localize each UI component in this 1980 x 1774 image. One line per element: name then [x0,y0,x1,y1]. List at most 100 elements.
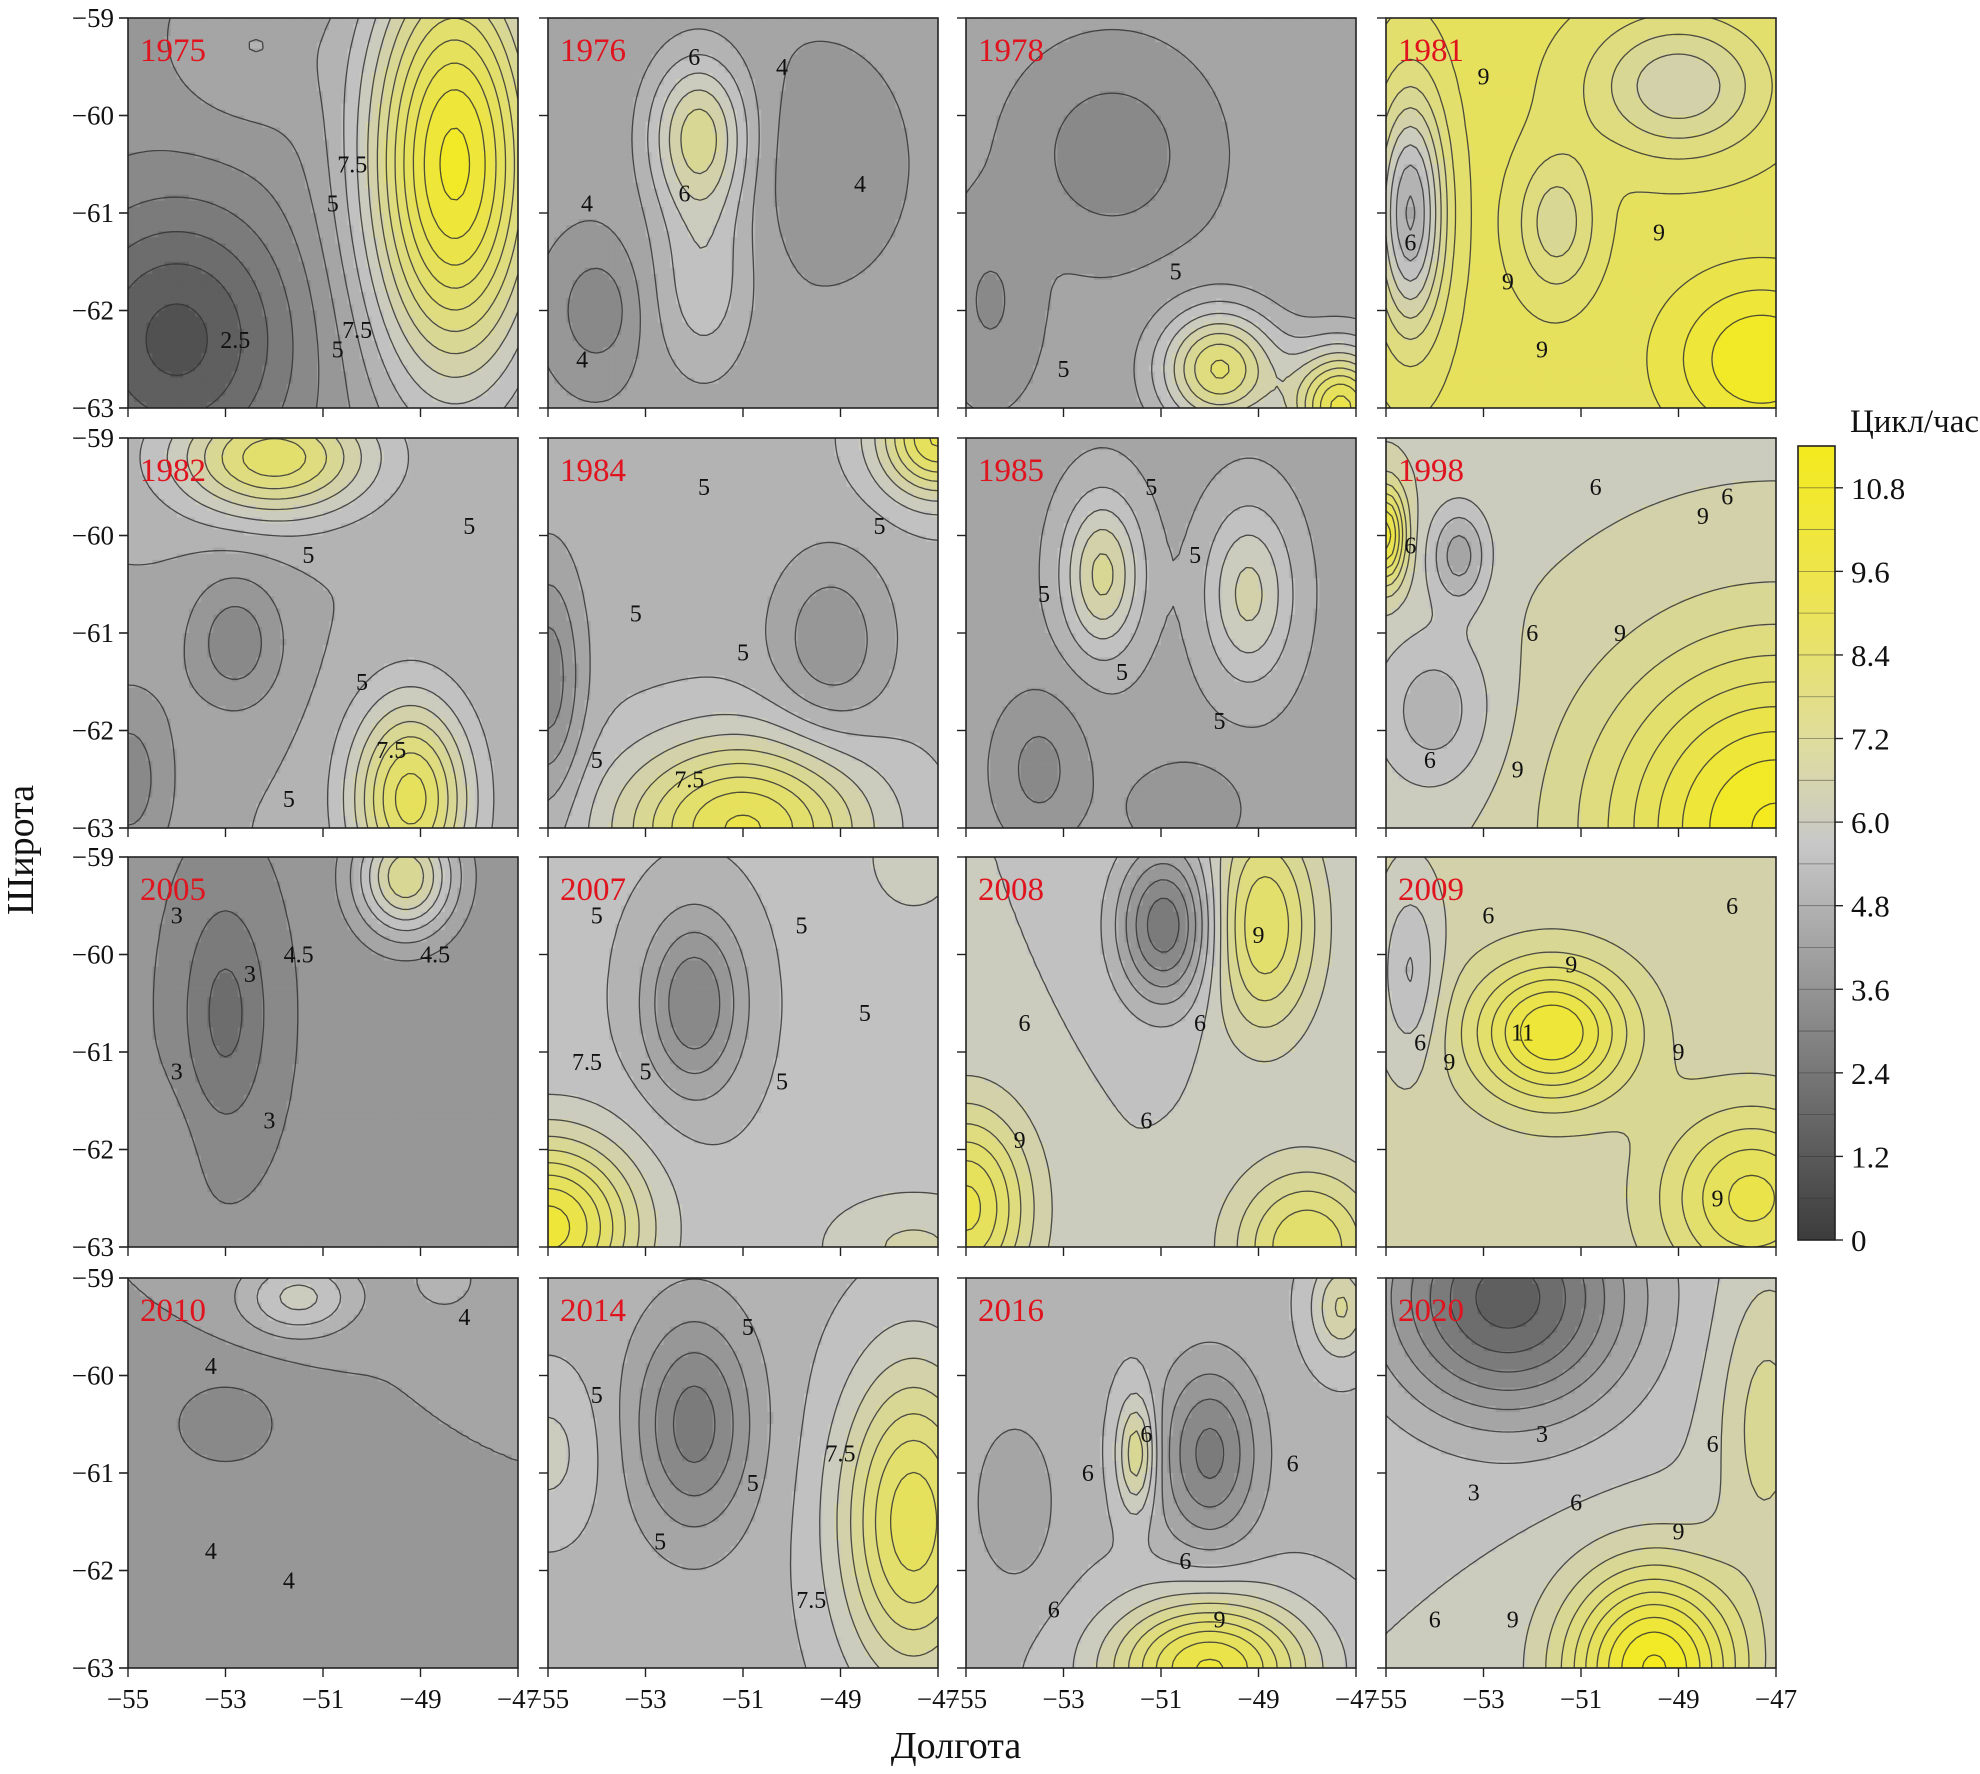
y-tick-label: −61 [72,1458,114,1488]
contour-label: 4 [581,191,593,217]
contour-label: 3 [244,962,256,988]
contour-label: 7.5 [796,1588,826,1614]
contour-label: 5 [796,913,808,939]
year-label: 2016 [978,1293,1044,1329]
year-label: 1978 [978,33,1044,69]
year-label: 1981 [1398,33,1464,69]
contour-label: 5 [591,748,603,774]
y-tick-label: −63 [72,1232,114,1262]
panel-field: 55 [966,18,1357,409]
contour-label: 6 [688,45,700,71]
y-axis-title: Широта [0,785,42,915]
contour-label: 9 [1512,758,1524,784]
contour-label: 5 [1058,357,1070,383]
x-tick-label: −51 [302,1684,344,1714]
contour-label: 5 [747,1471,759,1497]
y-tick-label: −59 [72,423,114,453]
contour-label: 5 [356,670,368,696]
y-tick-label: −60 [72,101,114,131]
contour-label: 5 [874,514,886,540]
contour-label: 9 [1712,1186,1724,1212]
year-label: 2008 [978,872,1044,908]
contour-label: 5 [742,1315,754,1341]
colorbar-tick-label: 4.8 [1851,889,1890,924]
contour-label: 6 [1179,1549,1191,1575]
contour-label: 3 [171,1060,183,1086]
contour-label: 9 [1253,923,1265,949]
x-tick-label: −51 [1140,1684,1182,1714]
x-tick-label: −55 [527,1684,569,1714]
colorbar-tick-label: 10.8 [1851,471,1905,506]
colorbar-tick-label: 6.0 [1851,805,1890,840]
contour-label: 3 [1468,1481,1480,1507]
y-tick-label: −60 [72,1361,114,1391]
y-tick-label: −60 [72,940,114,970]
y-tick-label: −62 [72,716,114,746]
year-label: 1985 [978,453,1044,489]
y-tick-label: −61 [72,1037,114,1067]
x-tick-label: −51 [1560,1684,1602,1714]
contour-label: 5 [737,641,749,667]
contour-label: 6 [1721,485,1733,511]
contour-label: 6 [1140,1422,1152,1448]
colorbar: Цикл/час 10.89.68.47.26.04.83.62.41.20 [1798,404,1979,1258]
y-tick-label: −63 [72,1653,114,1683]
contour-label: 9 [1565,952,1577,978]
year-label: 1998 [1398,453,1464,489]
colorbar-tick-label: 2.4 [1851,1056,1890,1091]
contour-label: 4.5 [420,943,450,969]
contour-label: 6 [1570,1490,1582,1516]
contour-label: 5 [463,514,475,540]
year-label: 2014 [560,1293,626,1329]
contour-label: 6 [1414,1030,1426,1056]
contour-label: 4 [283,1568,295,1594]
contour-label: 5 [1116,660,1128,686]
contour-label: 9 [1653,221,1665,247]
colorbar-tick-label: 8.4 [1851,638,1890,673]
year-label: 1976 [560,33,626,69]
contour-label: 9 [1478,65,1490,91]
contour-label: 7.5 [376,738,406,764]
contour-label: 6 [679,182,691,208]
x-tick-label: −47 [1755,1684,1797,1714]
year-label: 1984 [560,453,626,489]
contour-label: 5 [591,1383,603,1409]
y-tick-label: −61 [72,198,114,228]
contour-label: 5 [283,787,295,813]
contour-label: 9 [1214,1607,1226,1633]
contour-label: 3 [263,1108,275,1134]
contour-label: 6 [1590,475,1602,501]
y-tick-label: −63 [72,813,114,843]
y-tick-label: −62 [72,1135,114,1165]
contour-label: 7.5 [342,318,372,344]
x-tick-label: −49 [819,1684,861,1714]
contour-label: 6 [1526,621,1538,647]
y-tick-label: −63 [72,393,114,423]
contour-label: 5 [630,602,642,628]
contour-label: 5 [640,1060,652,1086]
contour-label: 6 [1424,748,1436,774]
contour-label: 9 [1614,621,1626,647]
contour-label: 6 [1726,894,1738,920]
contour-label: 5 [1038,582,1050,608]
contour-label: 9 [1014,1128,1026,1154]
